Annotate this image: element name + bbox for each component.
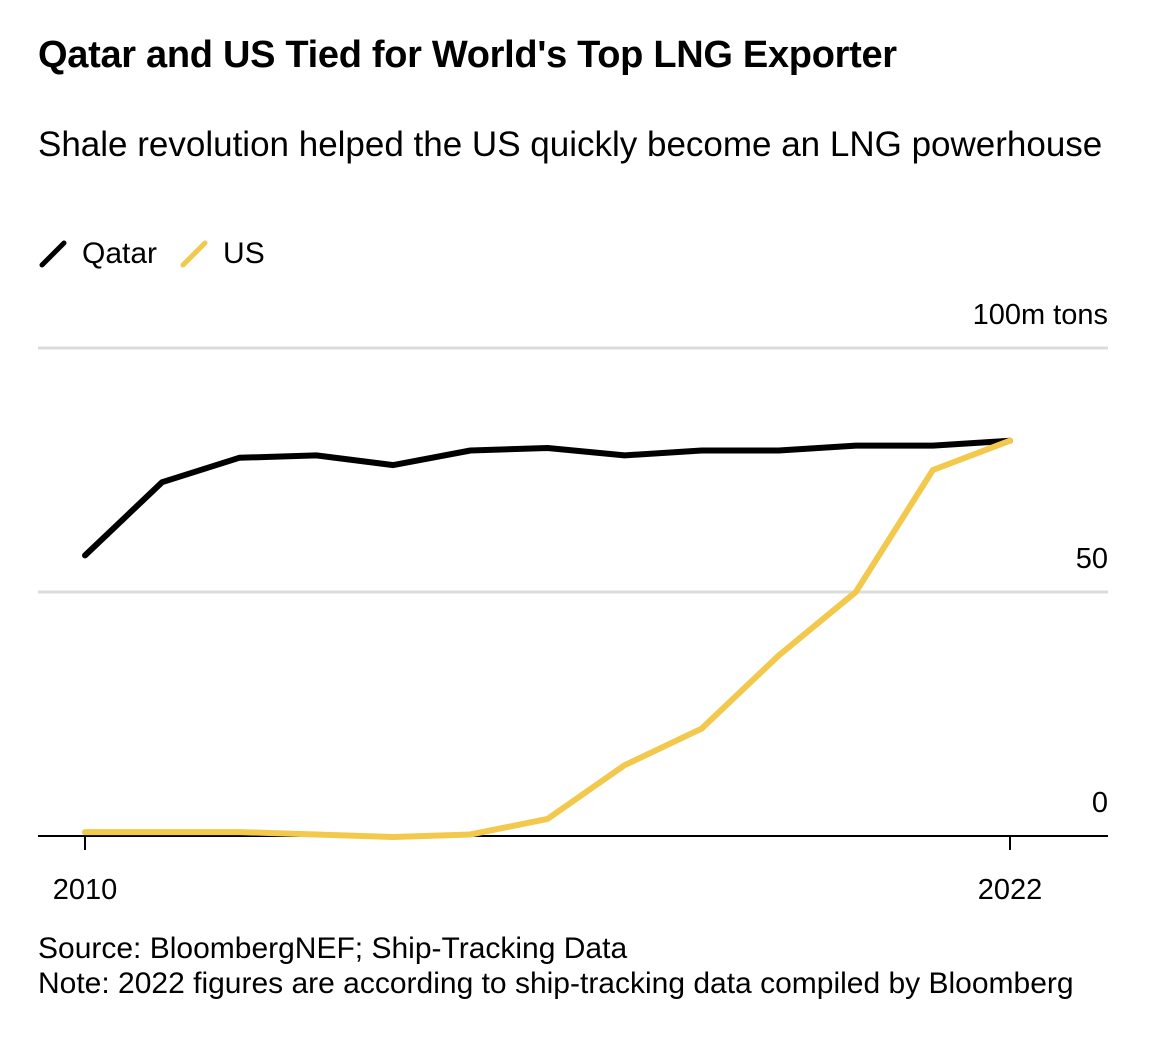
chart-title: Qatar and US Tied for World's Top LNG Ex… bbox=[38, 34, 897, 76]
x-axis bbox=[38, 835, 1108, 850]
legend-swatch-us bbox=[180, 240, 208, 268]
y-tick-label-100: 100m tons bbox=[973, 299, 1108, 331]
chart-notes: Source: BloombergNEF; Ship-Tracking Data… bbox=[38, 931, 1128, 1001]
x-tick-label-2022: 2022 bbox=[978, 874, 1043, 906]
x-tick-label-2010: 2010 bbox=[53, 874, 118, 906]
legend: Qatar US bbox=[38, 234, 287, 274]
grid-lines bbox=[38, 346, 1108, 594]
series-line-qatar bbox=[82, 437, 1013, 559]
tick-labels: 0 50 100m tons 2010 2022 bbox=[53, 299, 1108, 906]
legend-label-us: US bbox=[223, 237, 265, 270]
footnote: Note: 2022 figures are according to ship… bbox=[38, 967, 1074, 1000]
chart-subtitle: Shale revolution helped the US quickly b… bbox=[38, 125, 1103, 164]
legend-label-qatar: Qatar bbox=[82, 237, 158, 270]
legend-line-qatar bbox=[39, 240, 67, 268]
legend-item-qatar: Qatar bbox=[38, 237, 157, 271]
legend-line-us bbox=[180, 240, 208, 268]
series-line-us bbox=[82, 437, 1013, 840]
line-chart: 0 50 100m tons 2010 2022 bbox=[38, 299, 1108, 906]
legend-swatch-qatar bbox=[39, 240, 67, 268]
legend-item-us: US bbox=[179, 237, 265, 271]
y-tick-label-50: 50 bbox=[1076, 543, 1108, 575]
series-lines bbox=[82, 437, 1013, 840]
source-note: Source: BloombergNEF; Ship-Tracking Data bbox=[38, 932, 628, 965]
y-tick-label-0: 0 bbox=[1092, 787, 1108, 819]
